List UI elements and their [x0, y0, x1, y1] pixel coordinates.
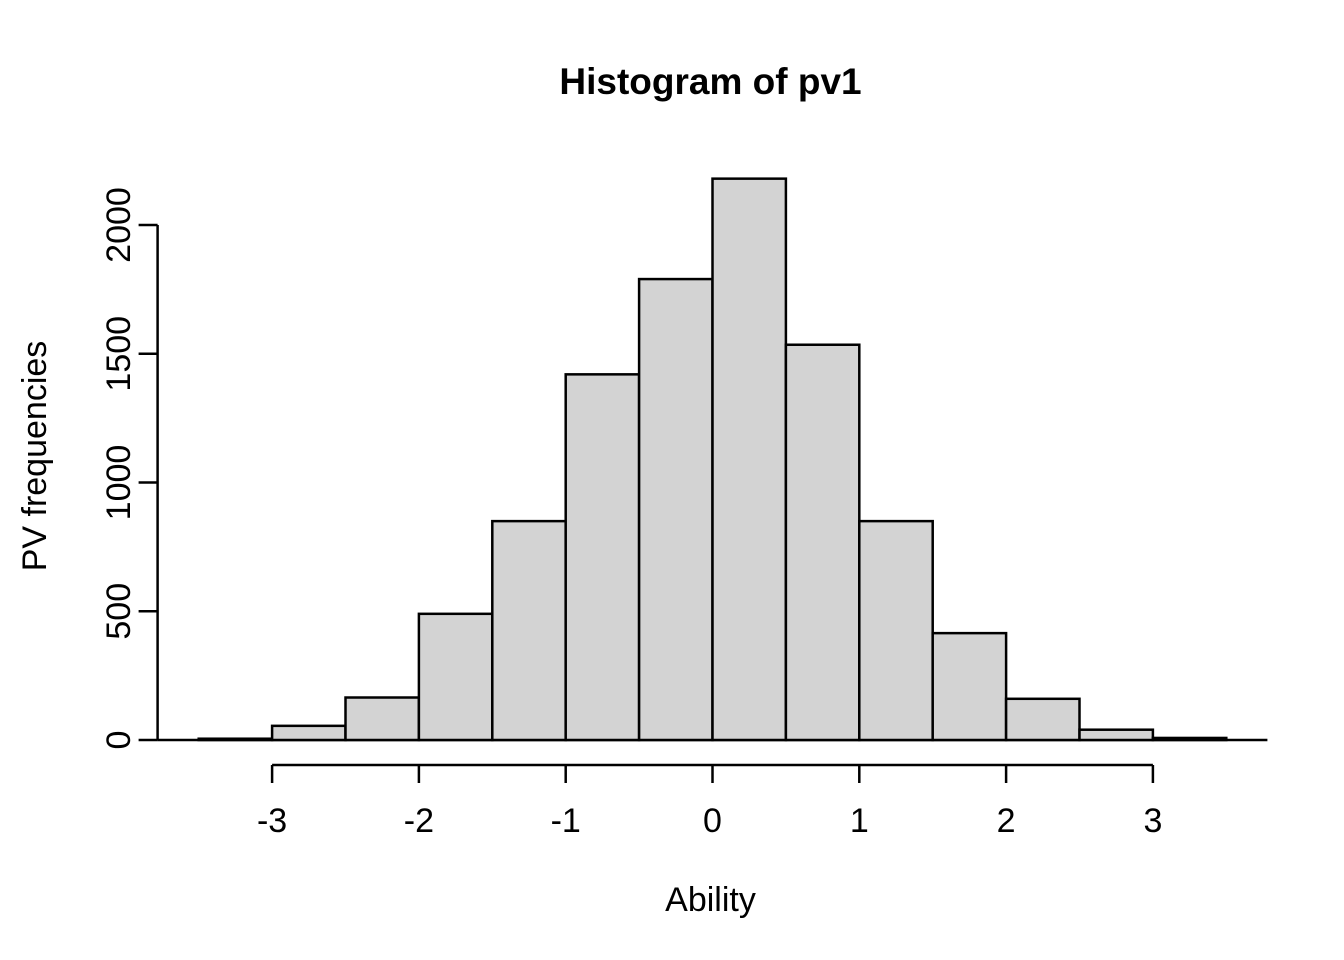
x-tick-label: 0: [703, 802, 722, 840]
histogram-bar: [417, 612, 494, 742]
y-tick-label: 2000: [100, 187, 138, 263]
histogram-bar: [637, 277, 714, 742]
x-tick-label: -2: [404, 802, 434, 840]
histogram-bar: [858, 519, 934, 742]
histogram-bar: [784, 343, 861, 742]
y-tick-label: 0: [100, 731, 138, 750]
x-tick-label: 2: [997, 802, 1016, 840]
histogram-bar: [711, 177, 788, 742]
histogram-bar: [344, 696, 421, 742]
histogram-bar: [564, 373, 641, 742]
histogram-bar: [270, 724, 347, 742]
y-tick-label: 500: [100, 583, 138, 640]
chart-title: Histogram of pv1: [559, 61, 862, 102]
x-tick-label: 1: [850, 802, 869, 840]
histogram-bar: [931, 631, 1008, 742]
y-tick-label: 1500: [100, 316, 138, 392]
histogram-bar: [1151, 736, 1228, 742]
histogram-bar: [1078, 728, 1155, 742]
x-tick-label: -1: [551, 802, 581, 840]
x-tick-label: 3: [1143, 802, 1162, 840]
x-tick-label: -3: [257, 802, 287, 840]
histogram-bar: [491, 519, 567, 742]
histogram-bar: [1004, 697, 1081, 742]
y-tick-label: 1000: [100, 445, 138, 521]
x-axis-title: Ability: [665, 881, 756, 919]
histogram-bar: [197, 737, 274, 742]
